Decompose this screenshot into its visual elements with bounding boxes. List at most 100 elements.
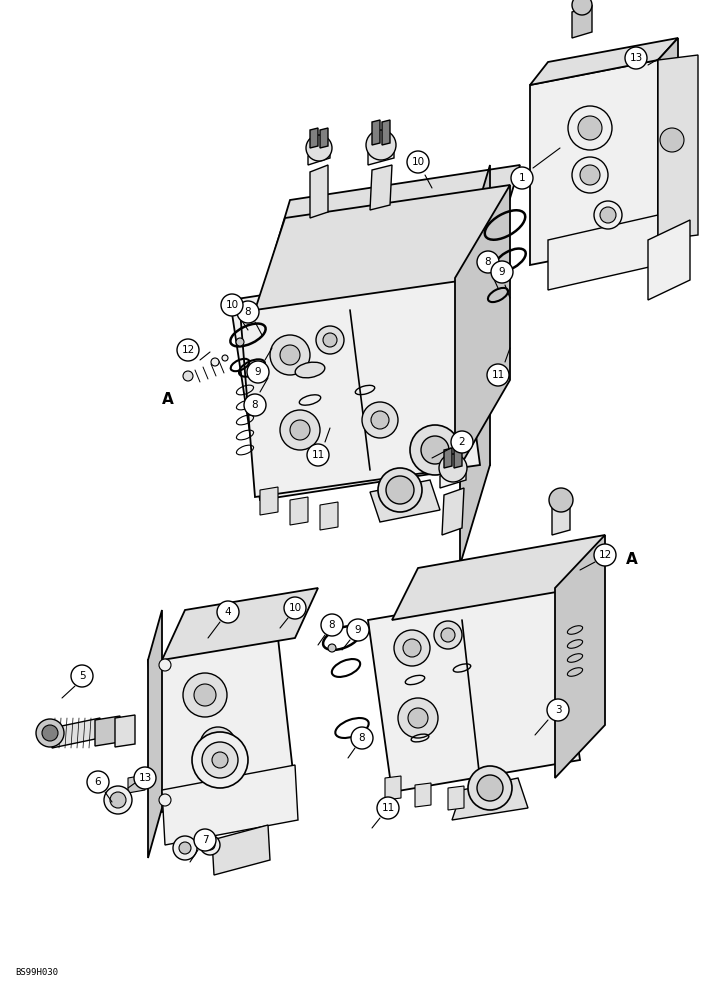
Circle shape [451, 431, 473, 453]
Circle shape [159, 659, 171, 671]
Circle shape [421, 436, 449, 464]
Polygon shape [552, 502, 570, 535]
Circle shape [491, 261, 513, 283]
Text: 9: 9 [255, 367, 261, 377]
Polygon shape [385, 776, 401, 800]
Circle shape [366, 130, 396, 160]
Circle shape [441, 628, 455, 642]
Circle shape [316, 326, 344, 354]
Circle shape [205, 840, 215, 850]
Circle shape [244, 394, 266, 416]
Text: 13: 13 [138, 773, 152, 783]
Text: 10: 10 [411, 157, 425, 167]
Circle shape [398, 698, 438, 738]
Text: 4: 4 [224, 607, 232, 617]
Circle shape [439, 454, 467, 482]
Circle shape [625, 47, 647, 69]
Circle shape [211, 358, 219, 366]
Polygon shape [455, 185, 510, 475]
Circle shape [183, 371, 193, 381]
Circle shape [71, 665, 93, 687]
Text: 2: 2 [459, 437, 465, 447]
Polygon shape [460, 165, 490, 565]
Circle shape [468, 766, 512, 810]
Text: 11: 11 [382, 803, 394, 813]
Circle shape [222, 355, 228, 361]
Circle shape [194, 829, 216, 851]
Circle shape [378, 468, 422, 512]
Polygon shape [370, 480, 440, 522]
Polygon shape [658, 38, 678, 240]
Text: BS99H030: BS99H030 [15, 968, 58, 977]
Text: 8: 8 [329, 620, 336, 630]
Text: 11: 11 [312, 450, 325, 460]
Polygon shape [255, 185, 510, 310]
Circle shape [280, 410, 320, 450]
Ellipse shape [295, 362, 325, 378]
Circle shape [580, 165, 600, 185]
Polygon shape [260, 165, 520, 300]
Polygon shape [310, 165, 328, 218]
Circle shape [270, 335, 310, 375]
Circle shape [328, 644, 336, 652]
Circle shape [600, 207, 616, 223]
Circle shape [549, 488, 573, 512]
Circle shape [362, 402, 398, 438]
Text: 13: 13 [629, 53, 643, 63]
Polygon shape [444, 448, 452, 468]
Polygon shape [95, 716, 120, 746]
Circle shape [87, 771, 109, 793]
Circle shape [212, 752, 228, 768]
Circle shape [594, 201, 622, 229]
Text: A: A [162, 392, 174, 408]
Circle shape [394, 630, 430, 666]
Text: 9: 9 [498, 267, 506, 277]
Circle shape [209, 736, 227, 754]
Circle shape [511, 167, 533, 189]
Text: 12: 12 [598, 550, 612, 560]
Circle shape [572, 157, 608, 193]
Polygon shape [372, 120, 380, 145]
Text: 5: 5 [79, 671, 85, 681]
Circle shape [578, 116, 602, 140]
Polygon shape [148, 610, 162, 858]
Circle shape [217, 601, 239, 623]
Polygon shape [52, 718, 100, 748]
Text: A: A [626, 552, 638, 568]
Text: 8: 8 [245, 307, 251, 317]
Circle shape [194, 684, 216, 706]
Polygon shape [658, 55, 698, 240]
Circle shape [200, 835, 220, 855]
Text: 10: 10 [225, 300, 239, 310]
Circle shape [202, 742, 238, 778]
Circle shape [237, 301, 259, 323]
Circle shape [594, 544, 616, 566]
Text: 8: 8 [485, 257, 491, 267]
Circle shape [280, 345, 300, 365]
Circle shape [179, 842, 191, 854]
Polygon shape [648, 220, 690, 300]
Circle shape [284, 597, 306, 619]
Circle shape [192, 732, 248, 788]
Polygon shape [310, 128, 318, 148]
Circle shape [386, 476, 414, 504]
Polygon shape [162, 765, 298, 845]
Circle shape [568, 106, 612, 150]
Polygon shape [308, 148, 330, 165]
Circle shape [323, 333, 337, 347]
Circle shape [177, 339, 199, 361]
Polygon shape [240, 278, 480, 497]
Polygon shape [448, 786, 464, 810]
Polygon shape [572, 5, 592, 38]
Polygon shape [260, 487, 278, 515]
Polygon shape [442, 488, 464, 535]
Circle shape [221, 294, 243, 316]
Circle shape [434, 621, 462, 649]
Polygon shape [230, 265, 490, 500]
Polygon shape [454, 448, 462, 468]
Circle shape [200, 727, 236, 763]
Circle shape [347, 619, 369, 641]
Circle shape [42, 725, 58, 741]
Polygon shape [415, 783, 431, 807]
Circle shape [403, 639, 421, 657]
